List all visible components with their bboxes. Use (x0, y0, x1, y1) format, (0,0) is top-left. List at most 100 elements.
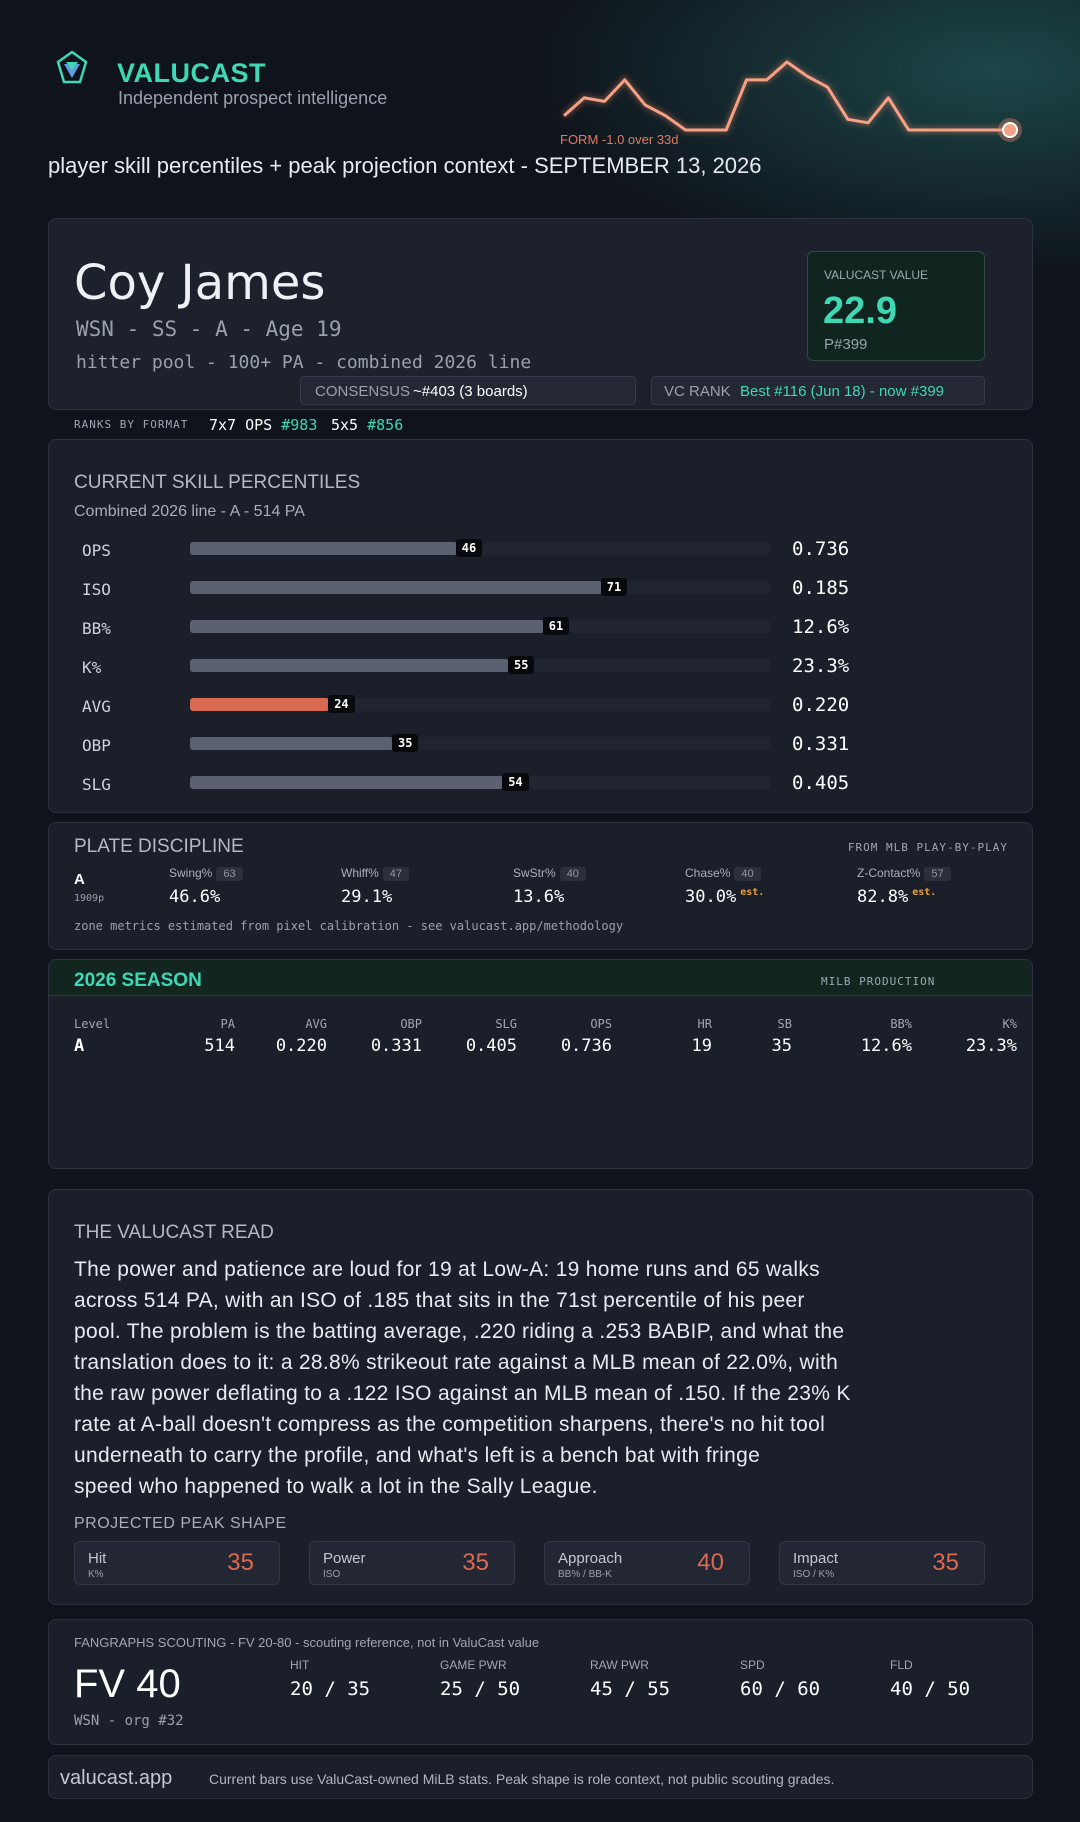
metric-value: 82.8% est. (857, 887, 936, 907)
peak-box: Hit K% 35 (74, 1541, 280, 1585)
discipline-level: A (74, 871, 85, 888)
form-delta: -1.0 over 33d (601, 132, 679, 147)
season-cell: 0.736 (560, 1036, 612, 1056)
read-line: translation does to it: a 28.8% strikeou… (74, 1351, 839, 1374)
footer-bar: valucast.app Current bars use ValuCast-o… (48, 1755, 1033, 1799)
discipline-pitches: 1909p (74, 893, 105, 904)
read-line: rate at A-ball doesn't compress as the c… (74, 1413, 826, 1436)
scouting-panel: FANGRAPHS SCOUTING - FV 20-80 - scouting… (48, 1619, 1033, 1745)
skill-label: OPS (82, 541, 111, 560)
peak-sub: ISO (323, 1569, 341, 1580)
peak-box: Power ISO 35 (309, 1541, 515, 1585)
skill-label: AVG (82, 697, 111, 716)
valucast-read-panel: THE VALUCAST READ The power and patience… (48, 1189, 1033, 1605)
season-col-header: K% (1002, 1017, 1017, 1031)
metric-value-text: 29.1% (341, 887, 393, 907)
grade-value: 25 / 50 (440, 1678, 521, 1700)
season-cell: 19 (691, 1036, 712, 1056)
metric-name: SwStr% (513, 866, 556, 880)
skill-bar-fill (190, 659, 509, 672)
format-5x5-rank: #856 (367, 416, 404, 434)
skill-value: 0.331 (792, 733, 850, 755)
brand-tagline: Independent prospect intelligence (118, 88, 388, 108)
metric-value-text: 82.8% (857, 887, 909, 907)
season-cell: 35 (771, 1036, 792, 1056)
read-title: THE VALUCAST READ (74, 1222, 274, 1243)
peak-grade: 40 (697, 1549, 724, 1576)
season-cell: 0.405 (465, 1036, 517, 1056)
footer-site[interactable]: valucast.app (60, 1767, 173, 1789)
metric-est-flag: est. (912, 887, 937, 898)
footer-note: Current bars use ValuCast-owned MiLB sta… (209, 1771, 835, 1787)
grade-name: SPD (740, 1658, 765, 1672)
metric-value: 30.0% est. (685, 887, 764, 907)
grade-value: 60 / 60 (740, 1678, 821, 1700)
skill-value: 0.185 (792, 577, 850, 599)
brand-logo-icon (52, 48, 92, 88)
page-subtitle: player skill percentiles + peak projecti… (48, 153, 762, 178)
consensus-label: CONSENSUS (315, 383, 411, 400)
formats-label: RANKS BY FORMAT (74, 418, 189, 431)
season-tag: MILB PRODUCTION (821, 975, 936, 988)
value-number: 22.9 (823, 290, 897, 332)
metric-est-flag: est. (740, 887, 765, 898)
skills-title: CURRENT SKILL PERCENTILES (74, 472, 361, 493)
grade-name: RAW PWR (590, 1658, 649, 1672)
skill-bar-fill (190, 581, 602, 594)
season-col-header: PA (220, 1017, 235, 1031)
peak-shape-row: Hit K% 35 Power ISO 35 Approach BB% / BB-K 40 Imp… (74, 1541, 1014, 1587)
player-name: Coy James (74, 255, 326, 311)
brand-name: VALUCAST (117, 58, 266, 88)
metric-pct-badge: 47 (382, 866, 410, 881)
player-pool: hitter pool - 100+ PA - combined 2026 li… (76, 352, 532, 373)
format-5x5: 5x5 #856 (331, 416, 403, 434)
skill-bar-fill (190, 698, 330, 711)
skills-subtitle: Combined 2026 line - A - 514 PA (74, 503, 305, 520)
form-sparkline (562, 58, 1022, 142)
season-cell: 12.6% (860, 1036, 912, 1056)
form-label-text: FORM (560, 132, 599, 147)
skill-pct-chip: 24 (328, 695, 355, 713)
metric-name: Swing% (169, 866, 213, 880)
season-col-header: AVG (305, 1017, 327, 1031)
vc-rank-value: Best #116 (Jun 18) - now #399 (740, 383, 945, 400)
metric-name: Chase% (685, 866, 731, 880)
grade-name: HIT (290, 1658, 310, 1672)
valucast-value-box: VALUCAST VALUE 22.9 P#399 (807, 251, 985, 361)
peak-name: Impact (793, 1550, 839, 1567)
peak-grade: 35 (462, 1549, 489, 1576)
metric-header: SwStr% 40 (513, 866, 586, 881)
peak-sub: BB% / BB-K (558, 1569, 612, 1580)
read-line: pool. The problem is the batting average… (74, 1320, 845, 1343)
read-line: across 514 PA, with an ISO of .185 that … (74, 1289, 805, 1312)
value-label: VALUCAST VALUE (824, 268, 929, 282)
skill-pct-chip: 54 (502, 773, 529, 791)
season-col-header: SB (777, 1017, 792, 1031)
skill-value: 12.6% (792, 616, 850, 638)
discipline-note: zone metrics estimated from pixel calibr… (74, 919, 624, 933)
format-7x7-name: 7x7 OPS (209, 416, 273, 434)
grade-value: 20 / 35 (290, 1678, 371, 1700)
season-header-band (49, 960, 1032, 996)
season-cell: 0.331 (370, 1036, 422, 1056)
season-cell: A (74, 1036, 85, 1056)
skill-pct-chip: 35 (392, 734, 419, 752)
player-card: Coy James WSN - SS - A - Age 19 hitter p… (48, 218, 1033, 410)
format-5x5-name: 5x5 (331, 416, 359, 434)
peak-grade: 35 (932, 1549, 959, 1576)
grade-name: GAME PWR (440, 1658, 507, 1672)
vc-rank-box: VC RANK Best #116 (Jun 18) - now #399 (651, 376, 985, 405)
skill-label: OBP (82, 736, 111, 755)
season-col-header: HR (697, 1017, 712, 1031)
season-col-header: OBP (400, 1017, 422, 1031)
metric-pct-badge: 57 (924, 866, 951, 881)
metric-name: Whiff% (341, 866, 379, 880)
season-panel: 2026 SEASON MILB PRODUCTION Level PA AVG OB… (48, 959, 1033, 1169)
metric-pct-badge: 63 (216, 866, 243, 881)
grade-value: 40 / 50 (890, 1678, 971, 1700)
peak-name: Approach (558, 1550, 623, 1567)
scouting-header: FANGRAPHS SCOUTING - FV 20-80 - scouting… (74, 1635, 540, 1650)
skill-bar-fill (190, 620, 544, 633)
peak-sub: ISO / K% (793, 1569, 835, 1580)
season-col-header: Level (74, 1017, 111, 1031)
